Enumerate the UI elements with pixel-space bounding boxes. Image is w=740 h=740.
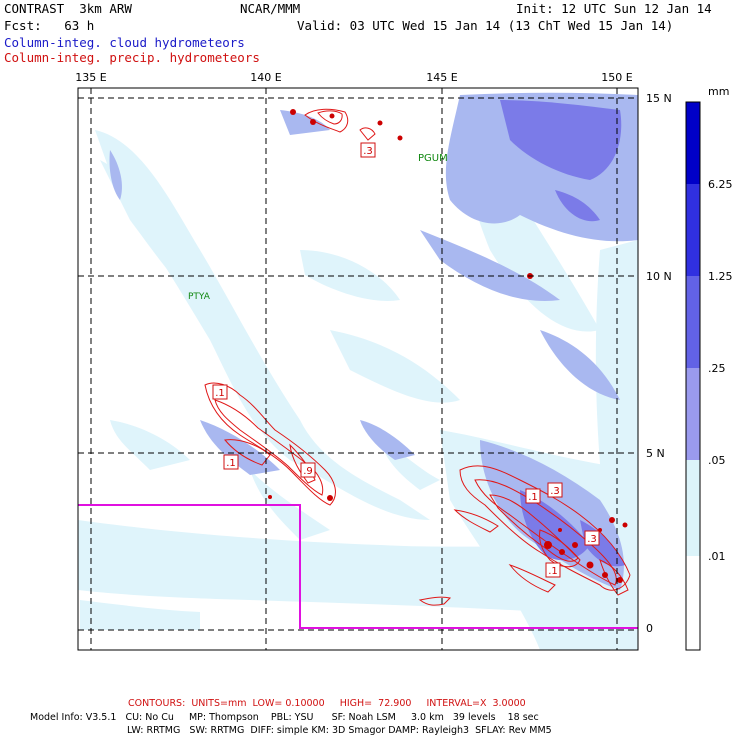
contour-labels: .3 .1 .1 .9 .1 .3 .3 .1	[215, 146, 597, 577]
colorbar-bin	[686, 184, 700, 276]
lat-label: 5 N	[646, 447, 665, 460]
lon-label: 135 E	[75, 71, 106, 84]
contour-label: .9	[303, 466, 313, 477]
longitude-labels: 135 E 140 E 145 E 150 E	[75, 71, 632, 84]
lat-lon-grid	[78, 88, 638, 650]
model-info-line2: LW: RRTMG SW: RRTMG DIFF: simple KM: 3D …	[127, 725, 552, 736]
map-frame	[77, 87, 639, 651]
colorbar-bin	[686, 460, 700, 556]
shaded-fields	[78, 92, 638, 650]
colorbar-bin	[686, 276, 700, 368]
nest-boundary	[78, 504, 638, 629]
valid-time: Valid: 03 UTC Wed 15 Jan 14 (13 ChT Wed …	[297, 18, 674, 33]
colorbar-bin	[686, 556, 700, 650]
precip-contours	[204, 108, 631, 606]
lon-label: 150 E	[601, 71, 632, 84]
colorbar-label: 6.25	[708, 178, 733, 191]
lon-label: 145 E	[426, 71, 457, 84]
lat-label: 10 N	[646, 270, 672, 283]
lat-label: 0	[646, 622, 653, 635]
latitude-labels: 15 N 10 N 5 N 0	[646, 92, 672, 635]
colorbar-bin	[686, 102, 700, 184]
contour-label: .3	[363, 146, 373, 157]
lon-label: 140 E	[250, 71, 281, 84]
colorbar-bin	[686, 368, 700, 460]
contour-label: .1	[528, 492, 538, 503]
contour-label: .3	[587, 534, 597, 545]
station-label-ptya: PTYA	[188, 292, 211, 302]
model-title: CONTRAST 3km ARW	[4, 1, 132, 16]
precip-cores	[268, 109, 628, 583]
forecast-hour: Fcst: 63 h	[4, 18, 95, 33]
colorbar-label: 1.25	[708, 270, 733, 283]
model-info-line1: Model Info: V3.5.1 CU: No Cu MP: Thompso…	[30, 712, 539, 723]
colorbar-label: .05	[708, 454, 726, 467]
contour-label: .3	[550, 486, 560, 497]
contour-label-boxes	[212, 142, 600, 578]
station-label-pgum: PGUM	[418, 153, 448, 164]
colorbar-label: .01	[708, 550, 726, 563]
contour-label: .1	[215, 388, 225, 399]
colorbar-units: mm	[708, 85, 729, 98]
colorbar-labels: mm 6.25 1.25 .25 .05 .01	[708, 85, 733, 563]
contours-info: CONTOURS: UNITS=mm LOW= 0.10000 HIGH= 72…	[128, 698, 526, 709]
contour-label: .1	[548, 566, 558, 577]
colorbar	[685, 101, 701, 651]
center-name: NCAR/MMM	[240, 1, 301, 16]
field-cloud-label: Column-integ. cloud hydrometeors	[4, 35, 245, 50]
lat-label: 15 N	[646, 92, 672, 105]
field-precip-label: Column-integ. precip. hydrometeors	[4, 50, 260, 65]
contour-label: .1	[226, 458, 236, 469]
init-time: Init: 12 UTC Sun 12 Jan 14	[516, 1, 712, 16]
colorbar-label: .25	[708, 362, 726, 375]
